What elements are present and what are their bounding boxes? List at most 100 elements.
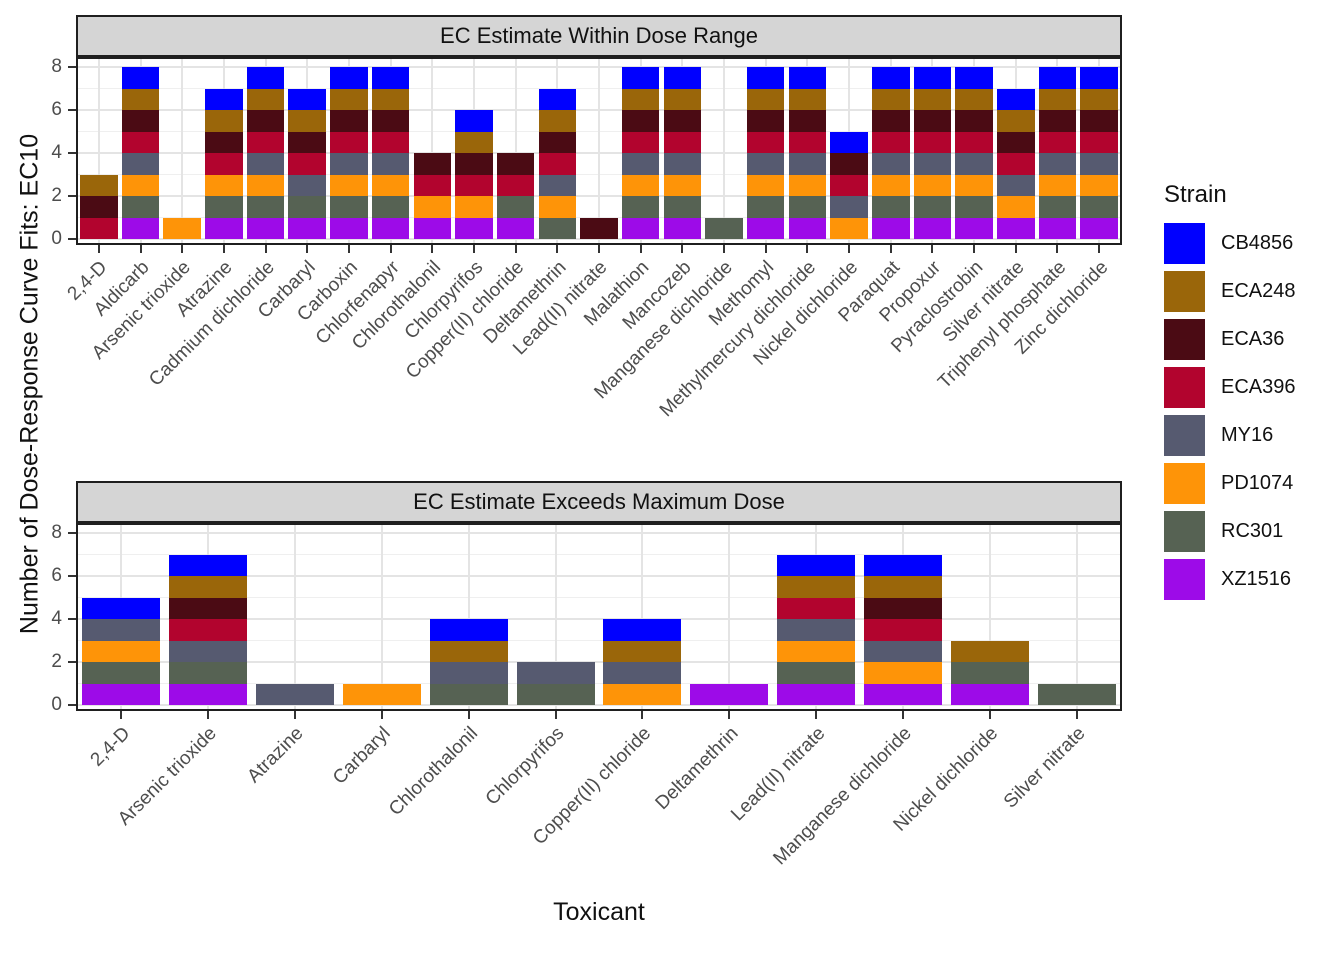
grid-line-v xyxy=(988,525,991,709)
bar-segment-ECA36 xyxy=(621,110,660,132)
bar-segment-ECA396 xyxy=(496,174,535,196)
bar-segment-ECA36 xyxy=(830,153,868,175)
bar-Chlorpyrifos xyxy=(516,662,595,705)
x-tick xyxy=(901,711,904,719)
x-tick xyxy=(681,245,684,253)
x-tick xyxy=(815,711,818,719)
bar-Deltamethrin xyxy=(690,683,769,705)
y-tick-label: 0 xyxy=(51,694,62,715)
y-tick xyxy=(68,66,76,68)
bar-Silver nitrate xyxy=(1037,683,1116,705)
legend-key-swatch xyxy=(1164,559,1205,600)
grid-line-h xyxy=(78,661,1120,663)
bar-segment-ECA396 xyxy=(746,131,785,153)
bar-segment-ECA36 xyxy=(580,217,618,239)
grid-line-v xyxy=(380,525,383,709)
bar-segment-ECA36 xyxy=(538,131,577,153)
grid-line-v xyxy=(641,525,644,709)
bar-segment-MY16 xyxy=(1080,153,1118,175)
bar-segment-CB4856 xyxy=(371,67,410,89)
bar-segment-RC301 xyxy=(169,662,248,684)
bar-Cadmium dichloride xyxy=(246,67,285,239)
legend-title: Strain xyxy=(1164,181,1227,208)
bar-segment-XZ1516 xyxy=(777,683,856,705)
bar-segment-XZ1516 xyxy=(1080,217,1118,239)
bar-segment-MY16 xyxy=(1038,153,1077,175)
x-tick xyxy=(1014,245,1017,253)
grid-line-h xyxy=(78,575,1120,577)
bar-Manganese dichloride xyxy=(705,217,743,239)
x-tick xyxy=(641,711,644,719)
bar-segment-ECA248 xyxy=(246,88,285,110)
bar-segment-MY16 xyxy=(777,619,856,641)
x-tick-label: Silver nitrate xyxy=(999,723,1090,813)
bar-segment-PD1074 xyxy=(830,217,868,239)
bar-segment-CB4856 xyxy=(621,67,660,89)
bar-segment-MY16 xyxy=(516,662,595,684)
y-tick-label: 4 xyxy=(51,608,62,629)
bar-segment-ECA36 xyxy=(863,597,942,619)
bar-Nickel dichloride xyxy=(830,131,868,239)
bar-segment-PD1074 xyxy=(413,196,452,218)
grid-line-v xyxy=(1075,525,1078,709)
bar-segment-XZ1516 xyxy=(288,217,326,239)
bar-Carbaryl xyxy=(288,88,326,239)
bar-segment-ECA36 xyxy=(1038,110,1077,132)
grid-line-h xyxy=(78,618,1120,620)
x-tick xyxy=(554,711,557,719)
x-tick xyxy=(467,711,470,719)
bar-segment-MY16 xyxy=(330,153,368,175)
bar-Deltamethrin xyxy=(538,88,577,239)
legend-key-swatch xyxy=(1164,415,1205,456)
bar-Silver nitrate xyxy=(997,88,1035,239)
x-tick xyxy=(222,245,225,253)
bar-segment-ECA248 xyxy=(1038,88,1077,110)
bar-segment-ECA248 xyxy=(621,88,660,110)
bar-segment-PD1074 xyxy=(788,174,827,196)
bar-segment-CB4856 xyxy=(429,619,508,641)
panel-bottom xyxy=(76,523,1122,711)
bar-Aldicarb xyxy=(121,67,160,239)
bar-segment-XZ1516 xyxy=(371,217,410,239)
y-tick xyxy=(68,109,76,111)
x-tick-label: Chlorpyrifos xyxy=(481,723,569,810)
grid-line-v xyxy=(728,525,731,709)
bar-Pyraclostrobin xyxy=(955,67,993,239)
bar-segment-ECA396 xyxy=(913,131,952,153)
bar-Arsenic trioxide xyxy=(163,217,201,239)
legend-item-label: CB4856 xyxy=(1221,232,1294,254)
bar-segment-ECA248 xyxy=(663,88,702,110)
y-tick xyxy=(68,195,76,197)
bar-segment-ECA36 xyxy=(663,110,702,132)
bar-segment-PD1074 xyxy=(163,217,201,239)
grid-line-h xyxy=(78,596,1120,598)
x-tick xyxy=(306,245,309,253)
bar-segment-ECA396 xyxy=(455,174,493,196)
bar-segment-XZ1516 xyxy=(82,683,161,705)
bar-segment-MY16 xyxy=(429,662,508,684)
y-tick-label: 2 xyxy=(51,651,62,672)
bar-segment-ECA36 xyxy=(205,131,243,153)
legend-item-RC301: RC301 xyxy=(1164,511,1296,552)
bar-segment-RC301 xyxy=(663,196,702,218)
x-tick xyxy=(1056,245,1059,253)
bar-Chlorfenapyr xyxy=(371,67,410,239)
legend: Strain CB4856 ECA248 ECA36 ECA396 MY16 PD1074… xyxy=(1164,181,1296,607)
legend-item-CB4856: CB4856 xyxy=(1164,223,1296,264)
grid-line-v xyxy=(554,525,557,709)
bar-segment-PD1074 xyxy=(455,196,493,218)
bar-segment-XZ1516 xyxy=(690,683,769,705)
bar-segment-RC301 xyxy=(496,196,535,218)
bar-2,4-D xyxy=(80,174,118,239)
y-tick xyxy=(68,704,76,706)
bar-Paraquat xyxy=(872,67,910,239)
bar-segment-RC301 xyxy=(913,196,952,218)
legend-item-MY16: MY16 xyxy=(1164,415,1296,456)
bar-segment-CB4856 xyxy=(455,110,493,132)
bar-segment-XZ1516 xyxy=(205,217,243,239)
bar-segment-ECA248 xyxy=(371,88,410,110)
bar-segment-MY16 xyxy=(256,683,335,705)
bar-Methylmercury dichloride xyxy=(788,67,827,239)
bar-segment-XZ1516 xyxy=(955,217,993,239)
bar-segment-XZ1516 xyxy=(169,683,248,705)
